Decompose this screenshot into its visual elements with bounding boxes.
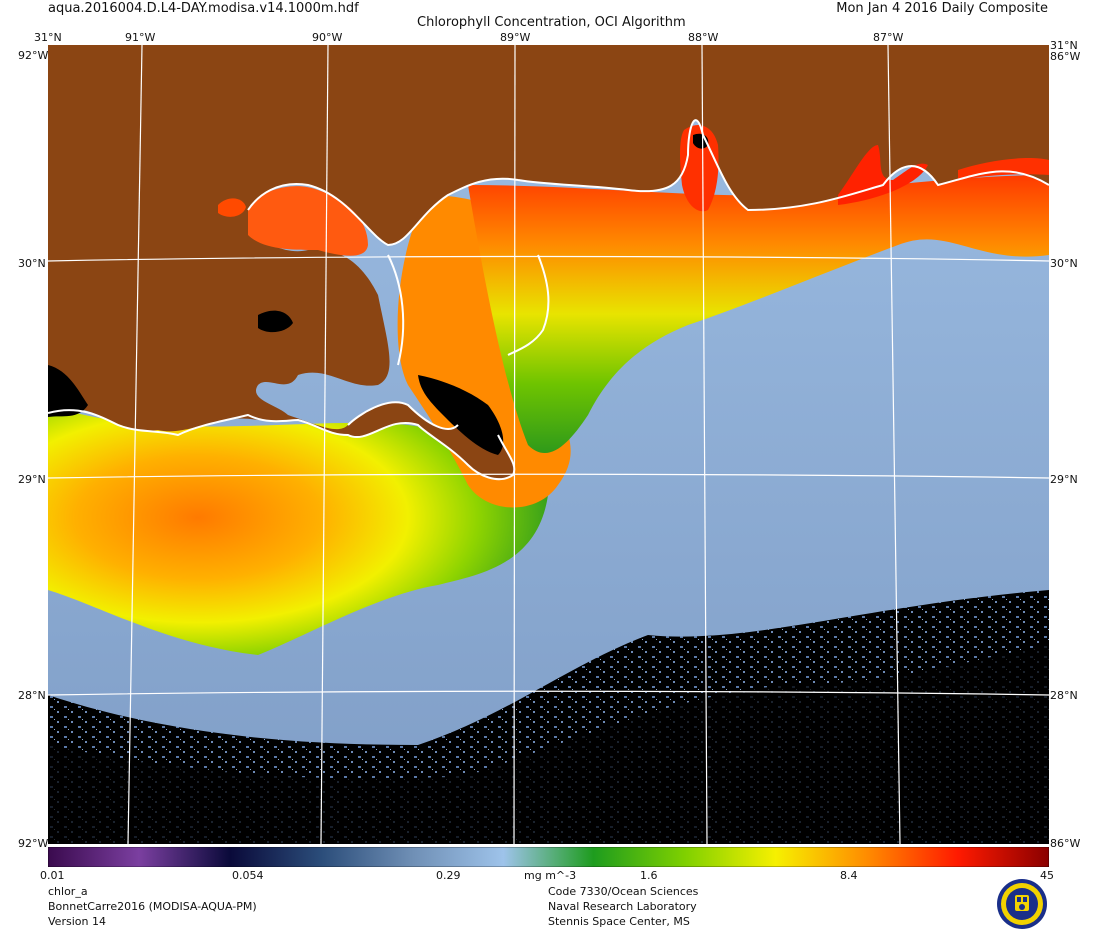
corner-label-right: 31°N (1050, 39, 1078, 52)
lat-label-right: 29°N (1050, 473, 1078, 486)
pensacola-bay (838, 145, 928, 205)
org-line-3: Stennis Space Center, MS (548, 915, 690, 928)
lon-label: 91°W (125, 31, 156, 44)
lat-label-left: 30°N (18, 257, 46, 270)
region-name: BonnetCarre2016 (MODISA-AQUA-PM) (48, 900, 257, 913)
black-marsh-area (418, 375, 504, 455)
coastline-delta (347, 401, 459, 430)
lake-dark (258, 310, 293, 333)
edge-lon-label-right-top: 86°W (1050, 50, 1081, 63)
lon-label: 87°W (873, 31, 904, 44)
colorbar-tick: 1.6 (640, 869, 658, 882)
chandeleur-islands (507, 254, 550, 356)
product-name: chlor_a (48, 885, 88, 898)
colorbar-tick: 0.054 (232, 869, 264, 882)
coastline-louisiana (48, 409, 516, 481)
lat-label-right: 30°N (1050, 257, 1078, 270)
coastline-pontchartrain (247, 177, 519, 247)
file-name: aqua.2016004.D.L4-DAY.modisa.v14.1000m.h… (48, 1, 359, 16)
org-line-1: Code 7330/Ocean Sciences (548, 885, 699, 898)
colorbar (48, 847, 1049, 867)
colorbar-tick: 0.01 (40, 869, 65, 882)
land-mass (48, 45, 1049, 480)
lake-maurepas (218, 198, 246, 217)
lon-label: 88°W (688, 31, 719, 44)
coastline-mississippi-alabama-florida (517, 119, 1049, 212)
map-title: Chlorophyll Concentration, OCI Algorithm (417, 15, 686, 30)
eastern-shelf-plume (468, 175, 1049, 454)
lake-pontchartrain (248, 186, 368, 256)
inland-water-west (48, 365, 88, 417)
lat-label-right: 28°N (1050, 689, 1078, 702)
org-line-2: Naval Research Laboratory (548, 900, 697, 913)
version-label: Version 14 (48, 915, 106, 928)
chlorophyll-map[interactable] (48, 45, 1049, 844)
edge-lon-label-right-bottom: 86°W (1050, 837, 1081, 850)
nrl-logo-icon (997, 879, 1047, 929)
graticule (48, 45, 1049, 844)
lat-label-left: 29°N (18, 473, 46, 486)
edge-lon-label-left-top: 92°W (18, 49, 49, 62)
corner-label-left: 31°N (34, 31, 62, 44)
western-shelf-plume (48, 405, 548, 655)
colorbar-tick: 45 (1040, 869, 1054, 882)
lat-label-left: 28°N (18, 689, 46, 702)
composite-date: Mon Jan 4 2016 Daily Composite (836, 1, 1048, 16)
marsh-edge (387, 254, 405, 366)
lon-label: 90°W (312, 31, 343, 44)
colorbar-units: mg m^-3 (524, 869, 577, 882)
no-data-deep (48, 645, 1049, 844)
lon-label: 89°W (500, 31, 531, 44)
colorbar-tick: 8.4 (840, 869, 858, 882)
colorbar-tick: 0.29 (436, 869, 461, 882)
edge-lon-label-left-bottom: 92°W (18, 837, 49, 850)
